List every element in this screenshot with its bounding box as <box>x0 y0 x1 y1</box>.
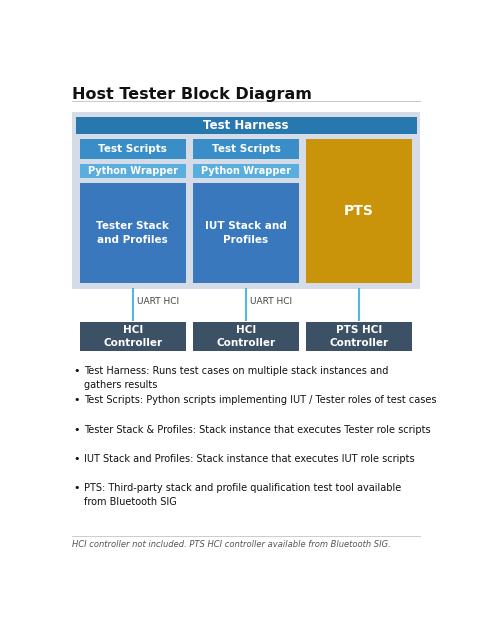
FancyBboxPatch shape <box>80 139 186 159</box>
Text: •: • <box>74 483 80 493</box>
FancyBboxPatch shape <box>193 322 299 351</box>
Text: IUT Stack and Profiles: Stack instance that executes IUT role scripts: IUT Stack and Profiles: Stack instance t… <box>84 454 415 464</box>
Text: UART HCI: UART HCI <box>137 297 179 306</box>
FancyBboxPatch shape <box>75 116 417 133</box>
Text: IUT Stack and
Profiles: IUT Stack and Profiles <box>205 221 287 245</box>
Text: Test Harness: Runs test cases on multiple stack instances and
gathers results: Test Harness: Runs test cases on multipl… <box>84 366 388 390</box>
FancyBboxPatch shape <box>193 163 299 178</box>
Text: HCI controller not included. PTS HCI controller available from Bluetooth SIG.: HCI controller not included. PTS HCI con… <box>72 540 390 549</box>
Text: Test Scripts: Test Scripts <box>212 144 280 154</box>
Text: Python Wrapper: Python Wrapper <box>201 166 291 176</box>
Text: •: • <box>74 454 80 464</box>
Text: PTS: PTS <box>344 204 374 218</box>
Text: HCI
Controller: HCI Controller <box>216 324 276 348</box>
Text: Test Harness: Test Harness <box>203 119 289 131</box>
Text: HCI
Controller: HCI Controller <box>103 324 162 348</box>
Text: Test Scripts: Python scripts implementing IUT / Tester roles of test cases: Test Scripts: Python scripts implementin… <box>84 396 436 406</box>
Text: Python Wrapper: Python Wrapper <box>88 166 178 176</box>
Text: •: • <box>74 396 80 406</box>
FancyBboxPatch shape <box>193 139 299 159</box>
FancyBboxPatch shape <box>306 139 412 283</box>
FancyBboxPatch shape <box>72 112 420 289</box>
FancyBboxPatch shape <box>80 183 186 283</box>
Text: UART HCI: UART HCI <box>250 297 292 306</box>
Text: PTS: Third-party stack and profile qualification test tool available
from Blueto: PTS: Third-party stack and profile quali… <box>84 483 401 507</box>
Text: Tester Stack & Profiles: Stack instance that executes Tester role scripts: Tester Stack & Profiles: Stack instance … <box>84 424 431 434</box>
FancyBboxPatch shape <box>80 163 186 178</box>
Text: Test Scripts: Test Scripts <box>98 144 168 154</box>
Text: Tester Stack
and Profiles: Tester Stack and Profiles <box>96 221 169 245</box>
FancyBboxPatch shape <box>80 322 186 351</box>
Text: Host Tester Block Diagram: Host Tester Block Diagram <box>72 86 312 101</box>
Text: PTS HCI
Controller: PTS HCI Controller <box>330 324 389 348</box>
FancyBboxPatch shape <box>193 183 299 283</box>
Text: •: • <box>74 366 80 376</box>
Text: •: • <box>74 424 80 434</box>
FancyBboxPatch shape <box>306 322 412 351</box>
